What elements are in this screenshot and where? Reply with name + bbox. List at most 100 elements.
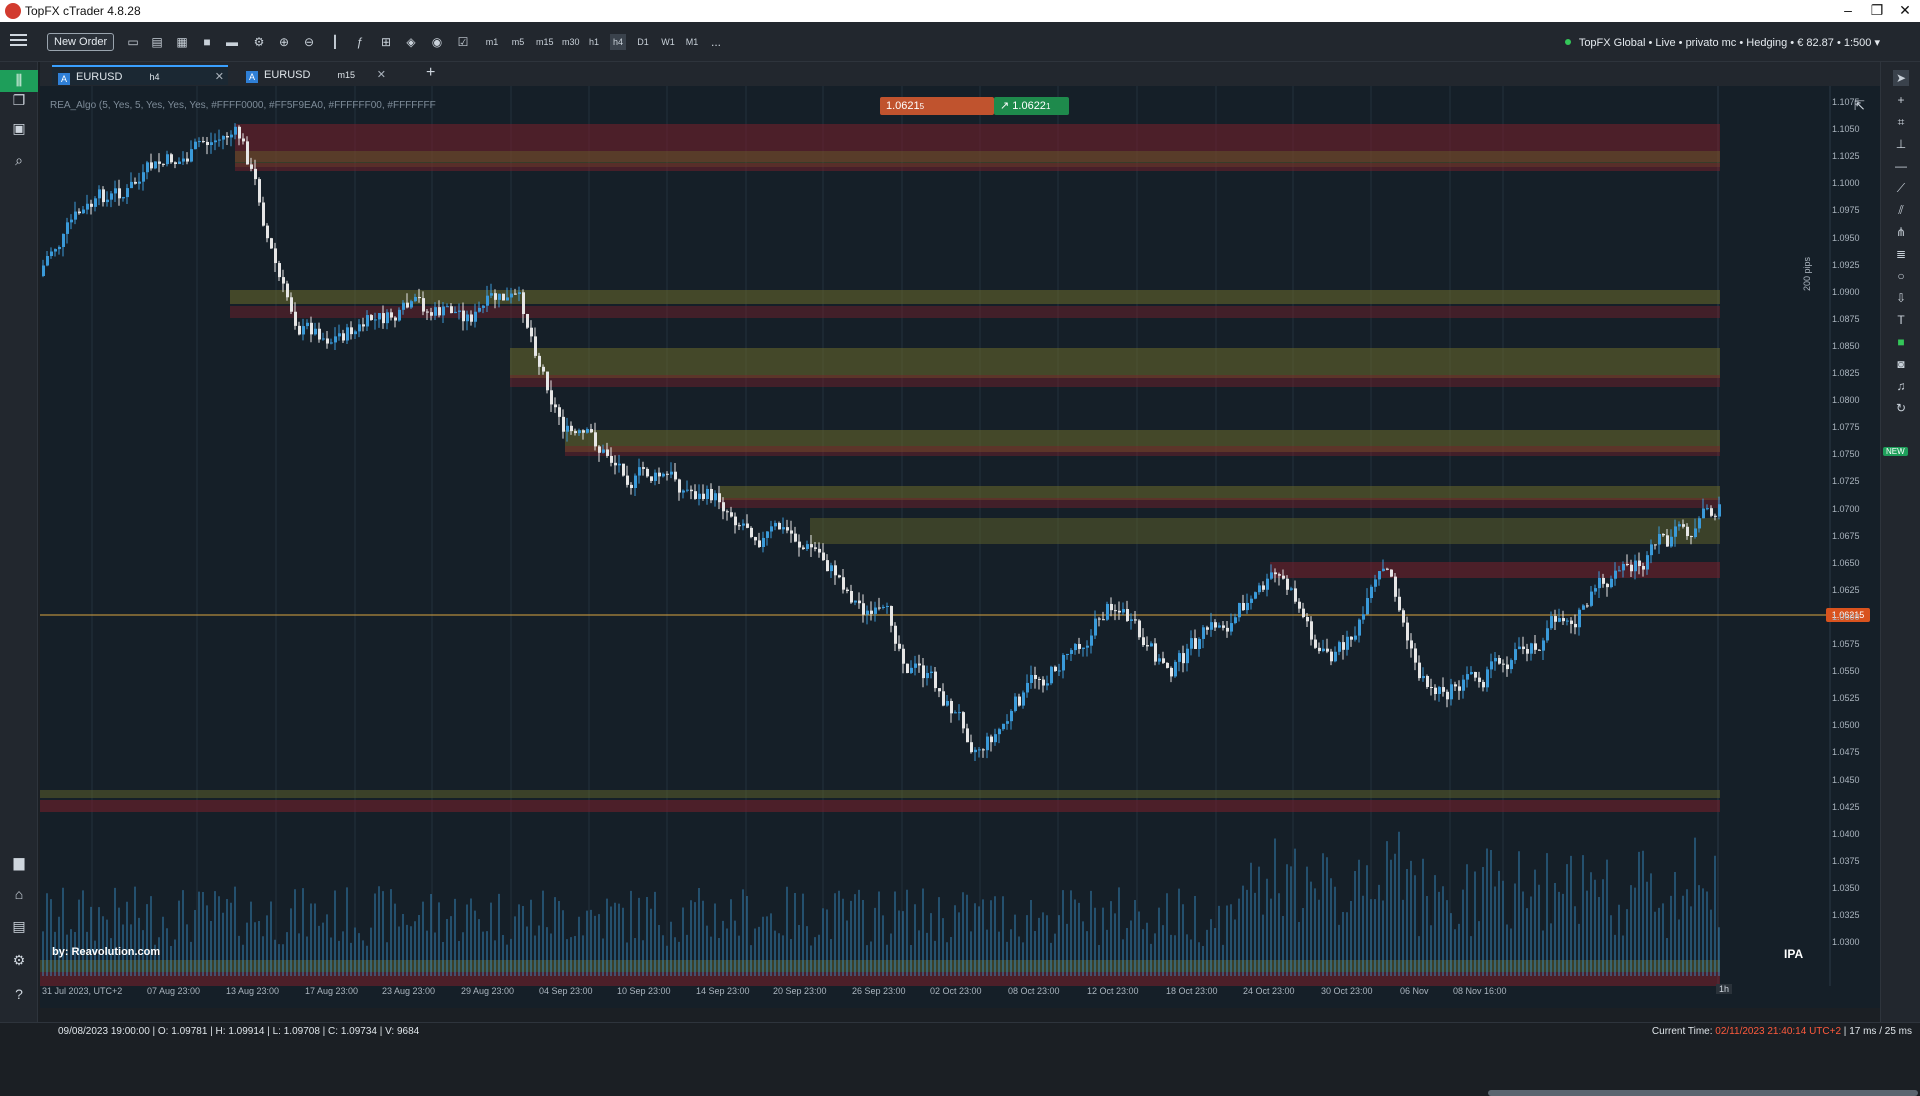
ellipse-icon[interactable]: ○: [1897, 269, 1905, 283]
cursor-icon[interactable]: ➤: [1893, 70, 1909, 86]
candles-icon[interactable]: ┃: [331, 35, 339, 49]
crosshair-icon[interactable]: +: [1897, 93, 1905, 107]
indicator-icon[interactable]: ƒ: [356, 35, 364, 49]
camera-icon[interactable]: ◙: [1897, 357, 1905, 371]
tf-mn1[interactable]: M1: [685, 37, 699, 47]
detach-chart-icon[interactable]: ⇱: [1854, 98, 1865, 113]
candle-body: [1294, 588, 1297, 602]
zoom-out-icon[interactable]: ⊖: [303, 35, 315, 49]
alert-icon[interactable]: ♫: [1896, 379, 1906, 393]
candle-body: [258, 179, 261, 203]
candle-body: [1122, 609, 1125, 613]
close-tab-icon[interactable]: ✕: [214, 71, 224, 83]
line-icon[interactable]: —: [1895, 159, 1907, 173]
channel-icon[interactable]: ⫽: [1898, 203, 1904, 217]
tf-d1[interactable]: D1: [637, 37, 649, 47]
single-chart-icon[interactable]: ■: [203, 35, 211, 49]
y-tick-label: 1.0375: [1832, 855, 1860, 866]
layout-icon[interactable]: ▤: [151, 35, 163, 49]
help-icon[interactable]: ?: [15, 986, 23, 1002]
settings-icon[interactable]: ⚙: [12, 952, 26, 968]
close-tab-icon[interactable]: ✕: [376, 69, 386, 81]
candle-body: [726, 511, 729, 513]
left-sidebar: ⫼ ❐ ▣ ⌕ ▆ ⌂ ▤ ⚙ ?: [0, 62, 38, 1028]
candle-body: [326, 338, 329, 344]
tf-h4[interactable]: h4: [610, 34, 626, 50]
chart-settings-icon[interactable]: ⚙: [253, 35, 265, 49]
price-chart[interactable]: REA_Algo (5, Yes, 5, Yes, Yes, Yes, #FFF…: [40, 86, 1918, 1096]
trade-icon[interactable]: ⊞: [380, 35, 392, 49]
tf-m15[interactable]: m15: [536, 37, 554, 47]
candle-body: [282, 277, 285, 284]
menu-icon[interactable]: [10, 34, 27, 46]
horizontal-line-icon[interactable]: ⊥: [1895, 137, 1907, 151]
buy-button[interactable]: ↗ 1.06221: [994, 97, 1069, 115]
add-tab-icon[interactable]: +: [426, 64, 436, 81]
candle-body: [1554, 616, 1557, 622]
candle-body: [1526, 648, 1529, 654]
close-icon[interactable]: ✕: [1899, 2, 1911, 18]
candle-body: [78, 211, 81, 214]
fib-retracement-icon[interactable]: ≣: [1895, 247, 1907, 261]
analyze-app-icon[interactable]: ⌕: [15, 152, 23, 168]
restore-icon[interactable]: ❐: [1870, 2, 1884, 18]
y-tick-label: 1.0925: [1832, 259, 1860, 270]
tab-timeframe[interactable]: m15: [337, 70, 356, 80]
tf-h1[interactable]: h1: [588, 37, 599, 47]
chart-check-icon[interactable]: ☑: [457, 35, 469, 49]
candle-body: [1154, 643, 1157, 662]
minimize-icon[interactable]: –: [1844, 2, 1852, 18]
horizontal-scrollbar[interactable]: [1488, 1090, 1918, 1096]
new-order-button[interactable]: New Order: [47, 33, 115, 51]
arrow-icon[interactable]: ⇩: [1895, 291, 1907, 305]
copy-app-icon[interactable]: ❐: [12, 92, 26, 108]
tab-eurusd-m15[interactable]: A EURUSD m15 ✕: [240, 65, 390, 85]
candle-body: [950, 700, 953, 714]
grid-icon[interactable]: ▦: [176, 35, 188, 49]
tf-m30[interactable]: m30: [562, 37, 580, 47]
candle-body: [930, 671, 933, 674]
pitchfork-icon[interactable]: ⋔: [1895, 225, 1907, 239]
tf-m1[interactable]: m1: [485, 37, 499, 47]
y-tick-label: 1.0350: [1832, 882, 1860, 893]
automate-app-icon[interactable]: ▣: [12, 120, 26, 136]
split-chart-icon[interactable]: ▬: [226, 35, 238, 49]
candle-body: [310, 322, 313, 335]
rectangle-icon[interactable]: ■: [1897, 335, 1905, 349]
replay-icon[interactable]: ↻: [1895, 401, 1907, 415]
briefcase-icon[interactable]: ▆: [13, 854, 25, 870]
text-icon[interactable]: T: [1897, 313, 1905, 327]
wallet-icon[interactable]: ▤: [12, 918, 26, 934]
candle-body: [1550, 616, 1553, 629]
store-icon[interactable]: ⌂: [14, 886, 24, 902]
tf-w1[interactable]: W1: [661, 37, 675, 47]
layers-icon[interactable]: ◈: [406, 35, 416, 49]
candle-body: [882, 606, 885, 608]
chart-canvas[interactable]: [40, 86, 1880, 1008]
candle-body: [1034, 674, 1037, 679]
account-info[interactable]: TopFX Global • Live • privato mc • Hedgi…: [1564, 36, 1880, 49]
fibonacci-icon[interactable]: ⌗: [1897, 115, 1905, 129]
candle-body: [766, 531, 769, 538]
sell-button[interactable]: 1.06215: [880, 97, 994, 115]
eye-icon[interactable]: ◉: [431, 35, 443, 49]
more-button[interactable]: ...: [710, 35, 721, 49]
tab-eurusd-h4[interactable]: A EURUSD h4 ✕: [52, 65, 228, 85]
candle-body: [1494, 657, 1497, 662]
candle-body: [1446, 691, 1449, 700]
candle-body: [1006, 721, 1009, 724]
tab-timeframe[interactable]: h4: [149, 72, 160, 82]
candle-body: [70, 219, 73, 223]
candle-body: [342, 333, 345, 341]
monitor-icon[interactable]: ▭: [127, 35, 139, 49]
timezone[interactable]: UTC+2: [1809, 1026, 1842, 1037]
zoom-in-icon[interactable]: ⊕: [278, 35, 290, 49]
trade-app-icon[interactable]: ⫼: [0, 70, 38, 92]
tf-m5[interactable]: m5: [511, 37, 525, 47]
trendline-icon[interactable]: ⟋: [1896, 181, 1906, 195]
indicator-label[interactable]: REA_Algo (5, Yes, 5, Yes, Yes, Yes, #FFF…: [50, 100, 436, 111]
x-tick-label: 23 Aug 23:00: [382, 986, 436, 996]
x-tick-label: 17 Aug 23:00: [305, 986, 359, 996]
chevron-down-icon[interactable]: ▾: [1874, 37, 1880, 49]
candle-body: [1070, 650, 1073, 654]
